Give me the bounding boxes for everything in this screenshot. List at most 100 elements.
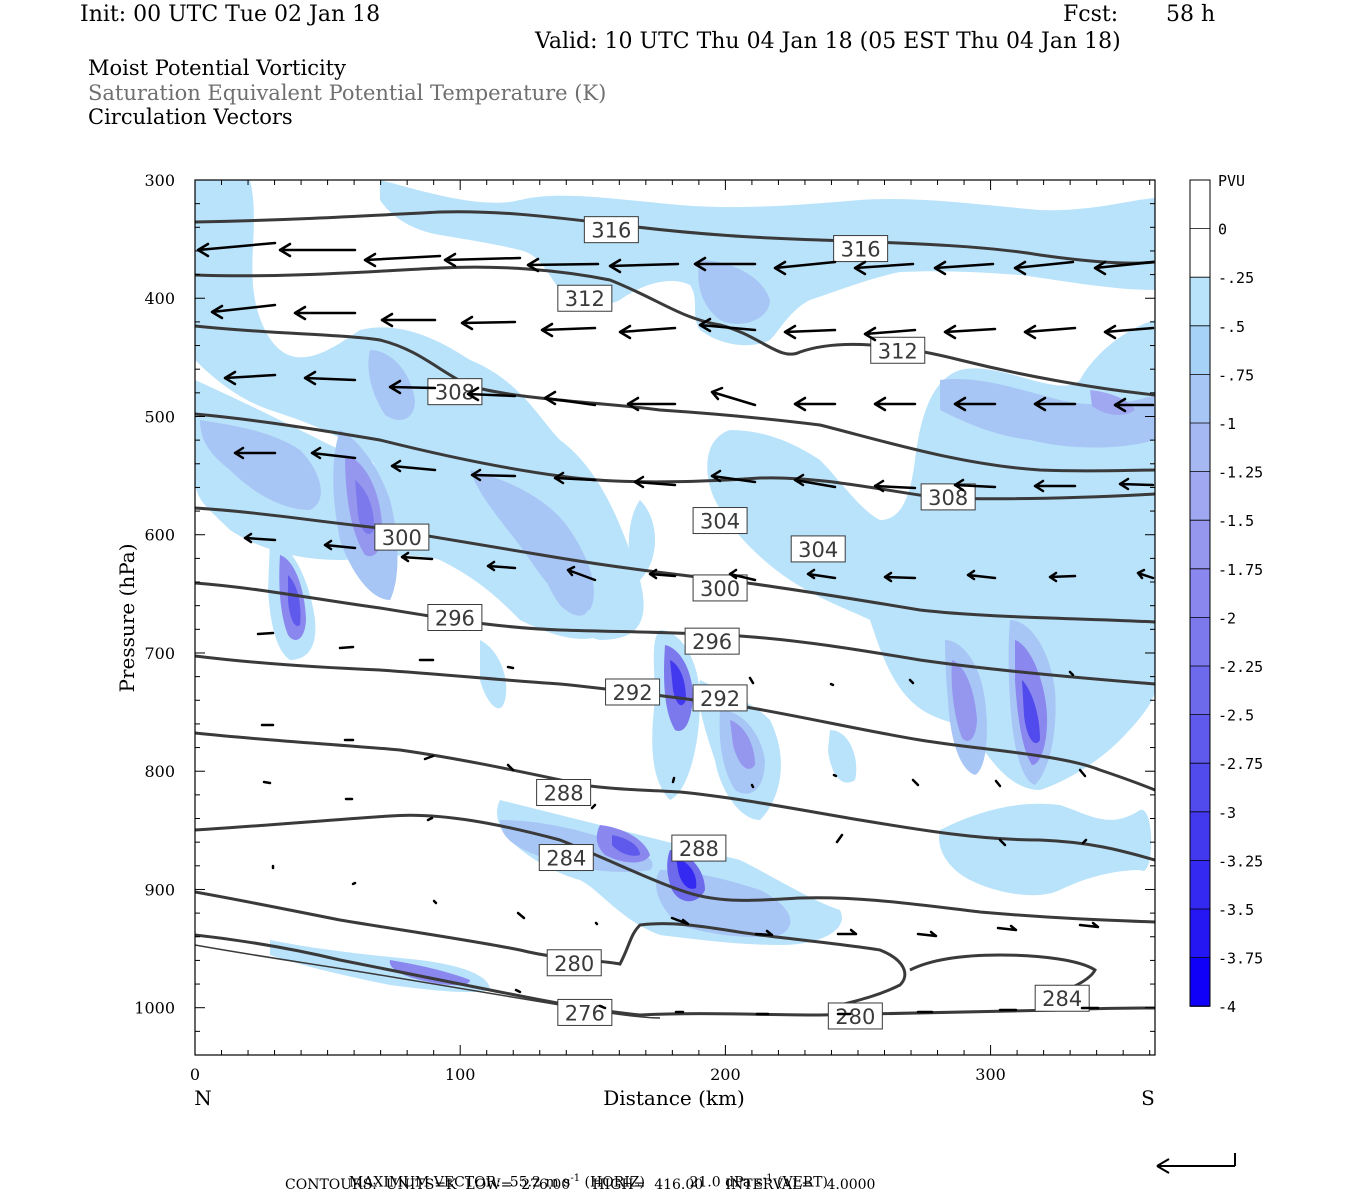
contour-label-text: 304 (700, 510, 740, 534)
contour-label-box (427, 604, 483, 631)
colorbar-label: -2.25 (1218, 658, 1263, 676)
colorbar-label: -1.75 (1218, 561, 1263, 579)
contour-label-box (374, 523, 430, 551)
max-vector-label: MAXIMUM VECTOR: (348, 1174, 501, 1191)
colorbar-label: -2 (1218, 609, 1236, 627)
contour-label: 296 (427, 604, 483, 631)
circulation-vectors (196, 241, 1155, 1016)
y-tick-label: 900 (144, 880, 175, 899)
x-axis-label: Distance (km) (603, 1086, 745, 1110)
contour-label: 316 (833, 235, 889, 263)
colorbar-swatch (1190, 325, 1210, 375)
valid-time: Valid: 10 UTC Thu 04 Jan 18 (05 EST Thu … (535, 29, 1121, 54)
contour-label: 280 (546, 949, 602, 977)
contour-label-text: 316 (841, 238, 881, 262)
colorbar-label: -1 (1218, 415, 1236, 433)
contour-label-box (692, 574, 748, 602)
y-axis-tick-labels: 300 400 500 600 700 800 900 1000 (134, 171, 175, 1018)
pv-shading (195, 180, 1155, 993)
colorbar-swatch (1190, 957, 1210, 1007)
colorbar-label: -2.75 (1218, 755, 1263, 773)
contour-label-box (583, 216, 639, 244)
y-tick-label: 300 (144, 171, 175, 190)
horiz-tag: (HORIZ) (584, 1174, 645, 1191)
y-tick-label: 700 (144, 644, 175, 663)
south-label: S (1141, 1086, 1155, 1110)
contour-label-box (833, 235, 889, 263)
contour-label: 288 (671, 834, 727, 862)
colorbar-swatch (1190, 666, 1210, 716)
field-title-theta-es: Saturation Equivalent Potential Temperat… (88, 81, 607, 105)
contour-label-text: 312 (878, 339, 918, 363)
colorbar-swatch (1190, 471, 1210, 521)
contour-label-box (538, 844, 594, 872)
y-tick-label: 500 (144, 407, 175, 426)
vert-tag: (VERT) (777, 1174, 828, 1191)
contour-label-text: 284 (546, 847, 586, 871)
plot-frame (194, 179, 1156, 1056)
y-tick-label: 800 (144, 762, 175, 781)
forecast-label: Fcst: (1063, 2, 1119, 27)
contour-label: 276 (557, 998, 613, 1026)
max-vector-line: MAXIMUM VECTOR: 55.2 m s-1 (HORIZ) 21.0 … (340, 1157, 828, 1191)
y-axis-label: Pressure (hPa) (115, 544, 139, 693)
colorbar-swatch (1190, 714, 1210, 764)
contour-label: 312 (870, 336, 926, 364)
y-tick-label: 600 (144, 526, 175, 545)
contour-label-text: 284 (1042, 987, 1082, 1011)
x-tick-label: 100 (445, 1065, 476, 1084)
x-axis-tick-labels: 0 100 200 300 (190, 1065, 1006, 1084)
contour-label-text: 304 (798, 538, 838, 562)
contour-label: 284 (1034, 984, 1090, 1012)
contour-label-box (671, 834, 727, 862)
colorbar-label: -.5 (1218, 318, 1245, 336)
contour-info: CONTOURS: UNITS=K LOW= 276.00 HIGH= 416.… (285, 1177, 876, 1193)
x-tick-label: 0 (190, 1065, 200, 1084)
contour-label-text: 292 (613, 681, 653, 705)
contour-label-text: 296 (435, 607, 475, 631)
axis-ticks (194, 179, 1155, 1056)
contour-label-box (1034, 984, 1090, 1012)
colorbar-swatch (1190, 520, 1210, 570)
colorbar-swatch (1190, 617, 1210, 667)
contour-label: 292 (692, 684, 748, 712)
contour-label: 280 (827, 1002, 883, 1030)
contour-label-text: 316 (591, 219, 631, 243)
field-title-vectors: Circulation Vectors (88, 105, 293, 129)
colorbar-swatch (1190, 811, 1210, 861)
colorbar-swatch (1190, 568, 1210, 618)
contour-label-box (557, 998, 613, 1026)
contour-label: 300 (374, 523, 430, 551)
contour-label: 300 (692, 574, 748, 602)
contour-label-text: 296 (692, 630, 732, 654)
contour-label: 308 (920, 483, 976, 511)
contour-label: 284 (538, 844, 594, 872)
colorbar: 0 -.25 -.5 -.75 -1 -1.25 -1.5 -1.75 -2 -2.25 -2.5 -… (1189, 179, 1263, 1016)
colorbar-label: -1.5 (1218, 512, 1254, 530)
contour-label-text: 300 (700, 577, 740, 601)
contour-label-box (790, 535, 846, 563)
colorbar-label: -1.25 (1218, 464, 1263, 482)
contour-label: 304 (790, 535, 846, 563)
contour-label-text: 312 (565, 287, 605, 311)
colorbar-label: -3.25 (1218, 852, 1263, 870)
colorbar-swatch (1190, 180, 1210, 230)
contour-label-text: 300 (382, 526, 422, 550)
colorbar-label: -3 (1218, 804, 1236, 822)
colorbar-label: -.75 (1218, 366, 1254, 384)
field-title-mpv: Moist Potential Vorticity (88, 56, 346, 80)
x-tick-label: 300 (975, 1065, 1006, 1084)
contour-label-text: 280 (835, 1005, 875, 1029)
contour-label-box (605, 678, 661, 706)
colorbar-swatch (1190, 423, 1210, 473)
colorbar-swatch (1190, 228, 1210, 278)
y-tick-label: 400 (144, 289, 175, 308)
colorbar-label: -3.75 (1218, 950, 1263, 968)
colorbar-label: -.25 (1218, 269, 1254, 287)
vert-exp: -1 (762, 1173, 773, 1184)
y-tick-label: 1000 (134, 999, 175, 1018)
contour-label-text: 288 (544, 782, 584, 806)
contour-label-text: 288 (679, 837, 719, 861)
